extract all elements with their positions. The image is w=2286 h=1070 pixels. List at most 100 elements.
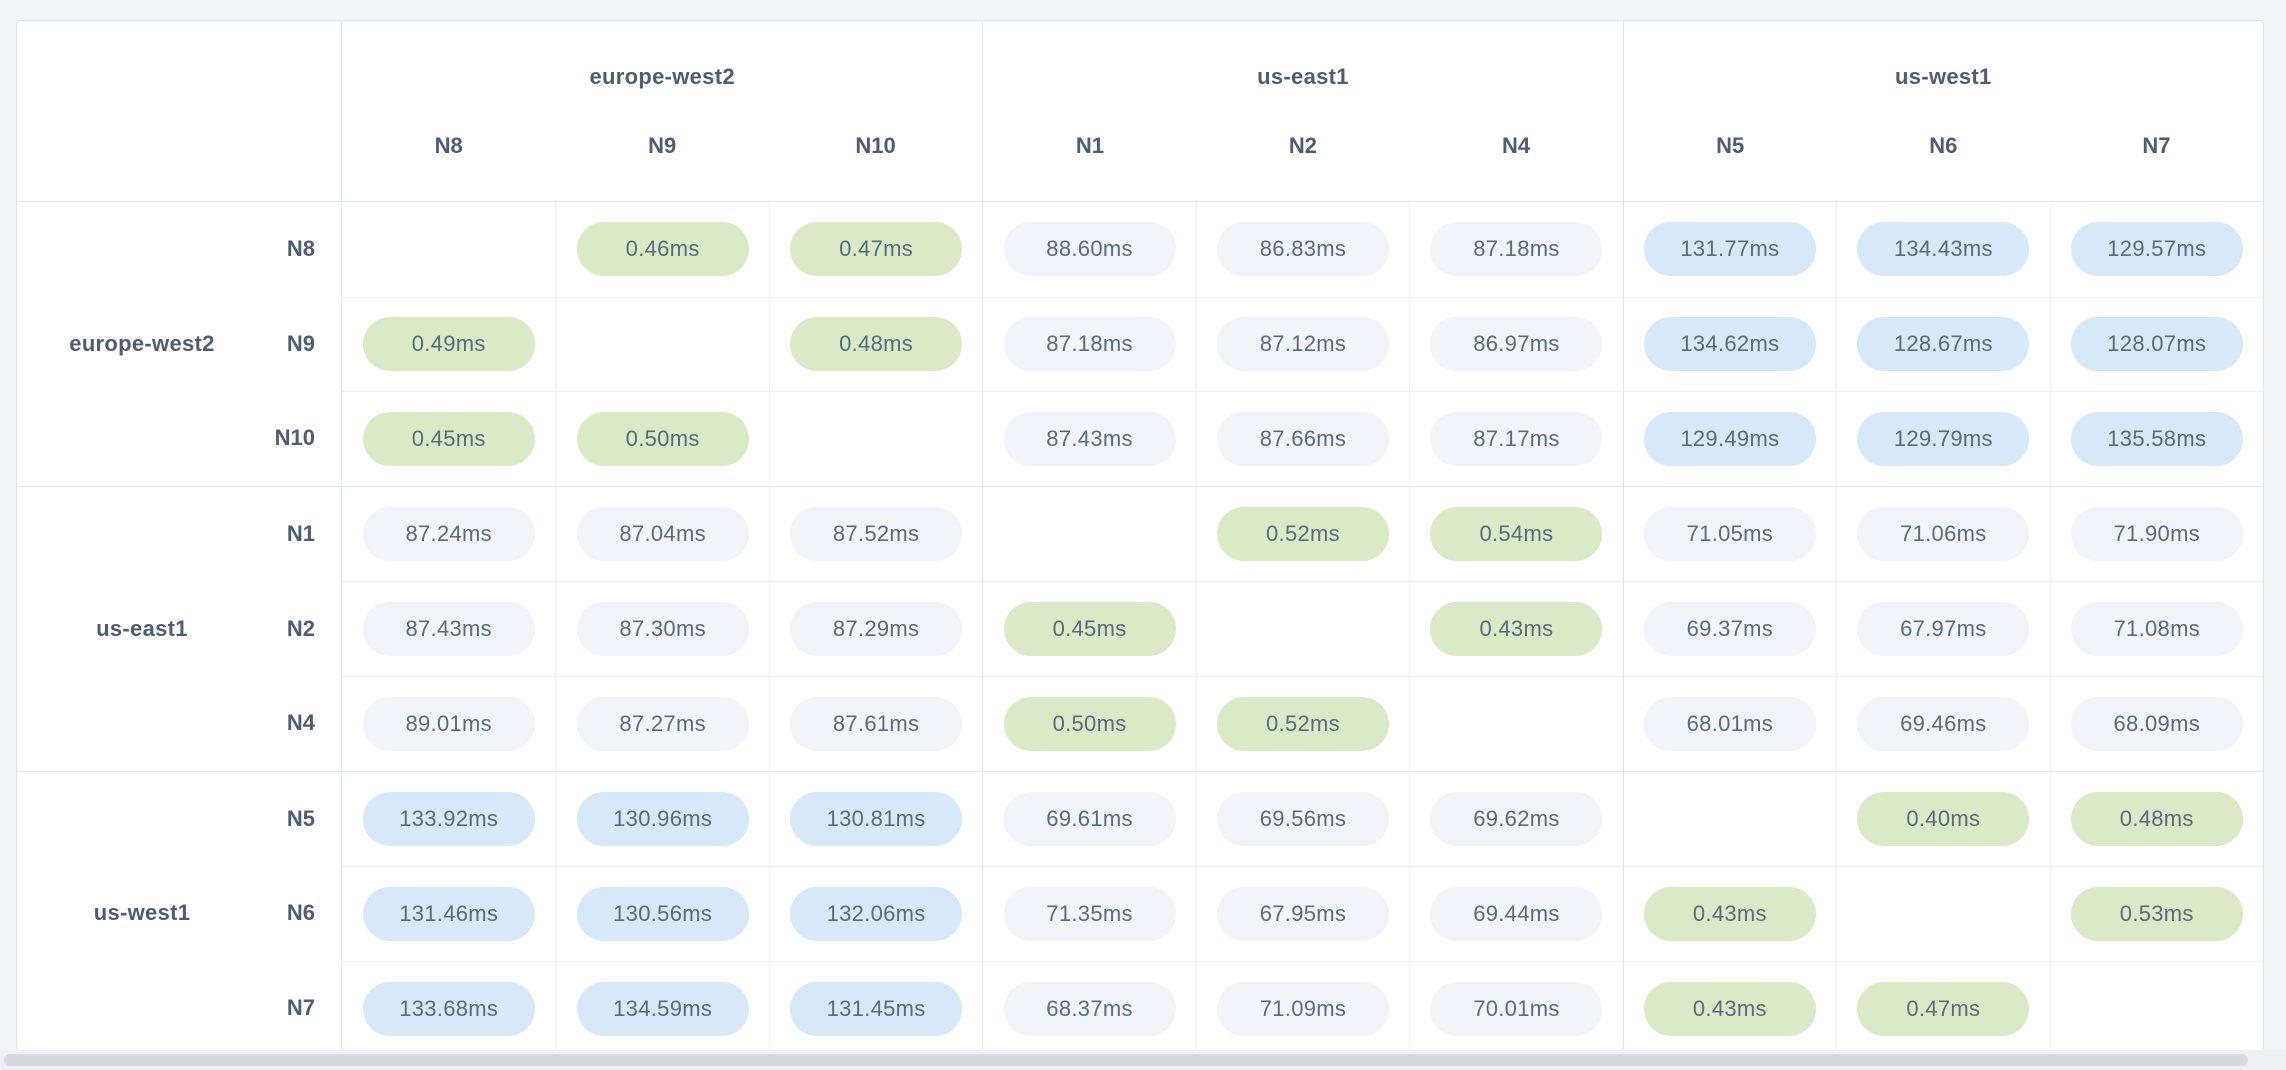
col-node-row: N1 N2 N4 bbox=[983, 133, 1622, 201]
latency-cell: 0.50ms bbox=[982, 675, 1196, 771]
latency-pill: 71.90ms bbox=[2070, 507, 2243, 562]
col-node-row: N8 N9 N10 bbox=[342, 133, 982, 201]
row-node-label-N1: N1 bbox=[17, 486, 342, 582]
latency-pill: 0.49ms bbox=[362, 317, 535, 372]
latency-pill: 87.43ms bbox=[1003, 411, 1176, 466]
latency-pill: 129.57ms bbox=[2070, 222, 2243, 277]
latency-cell: 131.46ms bbox=[342, 866, 556, 961]
matrix-row-N9: N9 0.49ms 0.48ms 87.18ms 87.12ms 86.97ms 134.6… bbox=[17, 296, 2263, 392]
latency-pill: 87.12ms bbox=[1216, 317, 1389, 372]
latency-pill: 69.62ms bbox=[1430, 791, 1603, 846]
latency-pill: 135.58ms bbox=[2070, 411, 2243, 466]
matrix-row-N8: N8 0.46ms 0.47ms 88.60ms 86.83ms 87.18ms 131.7… bbox=[17, 202, 2263, 297]
latency-pill: 69.46ms bbox=[1857, 696, 2030, 751]
col-node-label-N9: N9 bbox=[648, 133, 677, 158]
latency-cell: 69.44ms bbox=[1409, 866, 1623, 961]
latency-cell: 0.43ms bbox=[1409, 581, 1623, 676]
col-group-europe-west2: europe-west2 N8 N9 N10 bbox=[342, 21, 982, 201]
latency-pill: 86.83ms bbox=[1216, 222, 1389, 277]
matrix-row-N7: N7 133.68ms 134.59ms 131.45ms 68.37ms 71.09ms… bbox=[17, 960, 2263, 1056]
latency-pill: 87.30ms bbox=[576, 602, 749, 657]
latency-pill: 87.66ms bbox=[1216, 411, 1389, 466]
row-node-label-N5: N5 bbox=[17, 771, 342, 867]
latency-cell bbox=[342, 202, 555, 297]
latency-cell: 131.45ms bbox=[768, 960, 983, 1056]
col-node-label-N1: N1 bbox=[1075, 133, 1104, 158]
latency-pill: 86.97ms bbox=[1430, 317, 1603, 372]
latency-pill: 71.06ms bbox=[1857, 507, 2030, 562]
latency-cell: 87.29ms bbox=[768, 581, 983, 676]
latency-cell: 68.37ms bbox=[982, 960, 1196, 1056]
latency-cell: 88.60ms bbox=[982, 202, 1195, 297]
col-node-label-N2: N2 bbox=[1288, 133, 1318, 158]
latency-pill: 69.44ms bbox=[1430, 886, 1603, 941]
latency-pill: 129.49ms bbox=[1643, 411, 1816, 466]
latency-pill: 67.95ms bbox=[1216, 886, 1389, 941]
latency-pill: 133.68ms bbox=[362, 981, 535, 1036]
latency-cell: 0.52ms bbox=[1195, 675, 1410, 771]
col-node-label-N10: N10 bbox=[855, 133, 896, 158]
latency-cell: 129.57ms bbox=[2049, 202, 2263, 297]
latency-cell bbox=[1836, 866, 2050, 961]
latency-cell: 71.06ms bbox=[1836, 486, 2049, 582]
latency-pill: 131.45ms bbox=[790, 981, 963, 1036]
latency-pill: 0.46ms bbox=[576, 222, 749, 277]
matrix-row-N1: N1 87.24ms 87.04ms 87.52ms 0.52ms 0.54ms 71.05… bbox=[17, 486, 2263, 582]
latency-cell: 87.17ms bbox=[1409, 391, 1623, 486]
latency-cell bbox=[982, 486, 1195, 582]
latency-cell bbox=[1622, 771, 1836, 867]
row-group-europe-west2: europe-west2 N8 0.46ms 0.47ms 88.60ms 86.83ms… bbox=[17, 202, 2263, 486]
latency-pill: 132.06ms bbox=[790, 886, 963, 941]
latency-cell: 129.79ms bbox=[1836, 391, 2050, 486]
latency-pill: 0.40ms bbox=[1857, 791, 2030, 846]
latency-cell: 0.45ms bbox=[342, 391, 556, 486]
latency-cell: 70.01ms bbox=[1409, 960, 1623, 1056]
latency-cell: 86.83ms bbox=[1195, 202, 1409, 297]
latency-cell: 0.50ms bbox=[555, 391, 769, 486]
latency-cell: 71.90ms bbox=[2049, 486, 2263, 582]
latency-pill: 89.01ms bbox=[362, 696, 535, 751]
latency-pill: 68.09ms bbox=[2070, 696, 2243, 751]
latency-cell: 87.18ms bbox=[982, 296, 1196, 392]
latency-pill: 0.43ms bbox=[1643, 981, 1816, 1036]
col-node-label-N6: N6 bbox=[1929, 133, 1958, 158]
row-node-label-N8: N8 bbox=[17, 202, 342, 297]
latency-cell: 67.95ms bbox=[1195, 866, 1410, 961]
horizontal-scrollbar-track[interactable] bbox=[0, 1050, 2286, 1070]
latency-cell bbox=[2049, 960, 2263, 1056]
latency-pill: 87.61ms bbox=[790, 696, 963, 751]
latency-pill: 134.59ms bbox=[576, 981, 749, 1036]
latency-cell: 0.47ms bbox=[1836, 960, 2050, 1056]
matrix-row-N2: N2 87.43ms 87.30ms 87.29ms 0.45ms 0.43ms 69.37… bbox=[17, 581, 2263, 676]
latency-pill: 0.45ms bbox=[362, 411, 535, 466]
latency-cell: 87.04ms bbox=[555, 486, 768, 582]
latency-pill: 69.61ms bbox=[1003, 791, 1176, 846]
matrix-row-N5: N5 133.92ms 130.96ms 130.81ms 69.61ms 69.56ms… bbox=[17, 771, 2263, 867]
latency-pill: 0.53ms bbox=[2070, 886, 2243, 941]
row-node-label-N7: N7 bbox=[17, 960, 342, 1056]
latency-cell: 87.12ms bbox=[1195, 296, 1410, 392]
row-node-label-N10: N10 bbox=[17, 391, 342, 486]
col-group-label: europe-west2 bbox=[589, 64, 735, 89]
latency-cell: 129.49ms bbox=[1622, 391, 1837, 486]
latency-cell: 87.18ms bbox=[1409, 202, 1622, 297]
latency-cell: 71.08ms bbox=[2049, 581, 2263, 676]
row-group-us-west1: us-west1 N5 133.92ms 130.96ms 130.81ms 69.61m… bbox=[17, 770, 2263, 1056]
latency-cell: 71.35ms bbox=[982, 866, 1196, 961]
latency-cell bbox=[1409, 675, 1623, 771]
horizontal-scrollbar-thumb[interactable] bbox=[4, 1054, 2248, 1066]
latency-pill: 88.60ms bbox=[1003, 222, 1176, 277]
row-group-label: us-east1 bbox=[96, 615, 188, 641]
latency-cell: 87.66ms bbox=[1195, 391, 1410, 486]
latency-cell: 0.49ms bbox=[342, 296, 556, 392]
latency-pill: 130.56ms bbox=[576, 886, 749, 941]
latency-cell: 69.46ms bbox=[1836, 675, 2050, 771]
latency-pill: 87.18ms bbox=[1003, 317, 1176, 372]
latency-pill: 68.37ms bbox=[1003, 981, 1176, 1036]
latency-cell: 0.52ms bbox=[1195, 486, 1409, 582]
matrix-header: europe-west2 N8 N9 N10 us-east1 N1 N2 N4 us-west… bbox=[17, 21, 2263, 202]
latency-cell: 87.27ms bbox=[555, 675, 769, 771]
latency-pill: 0.47ms bbox=[1857, 981, 2030, 1036]
latency-cell: 69.62ms bbox=[1409, 771, 1622, 867]
latency-cell: 134.62ms bbox=[1622, 296, 1837, 392]
